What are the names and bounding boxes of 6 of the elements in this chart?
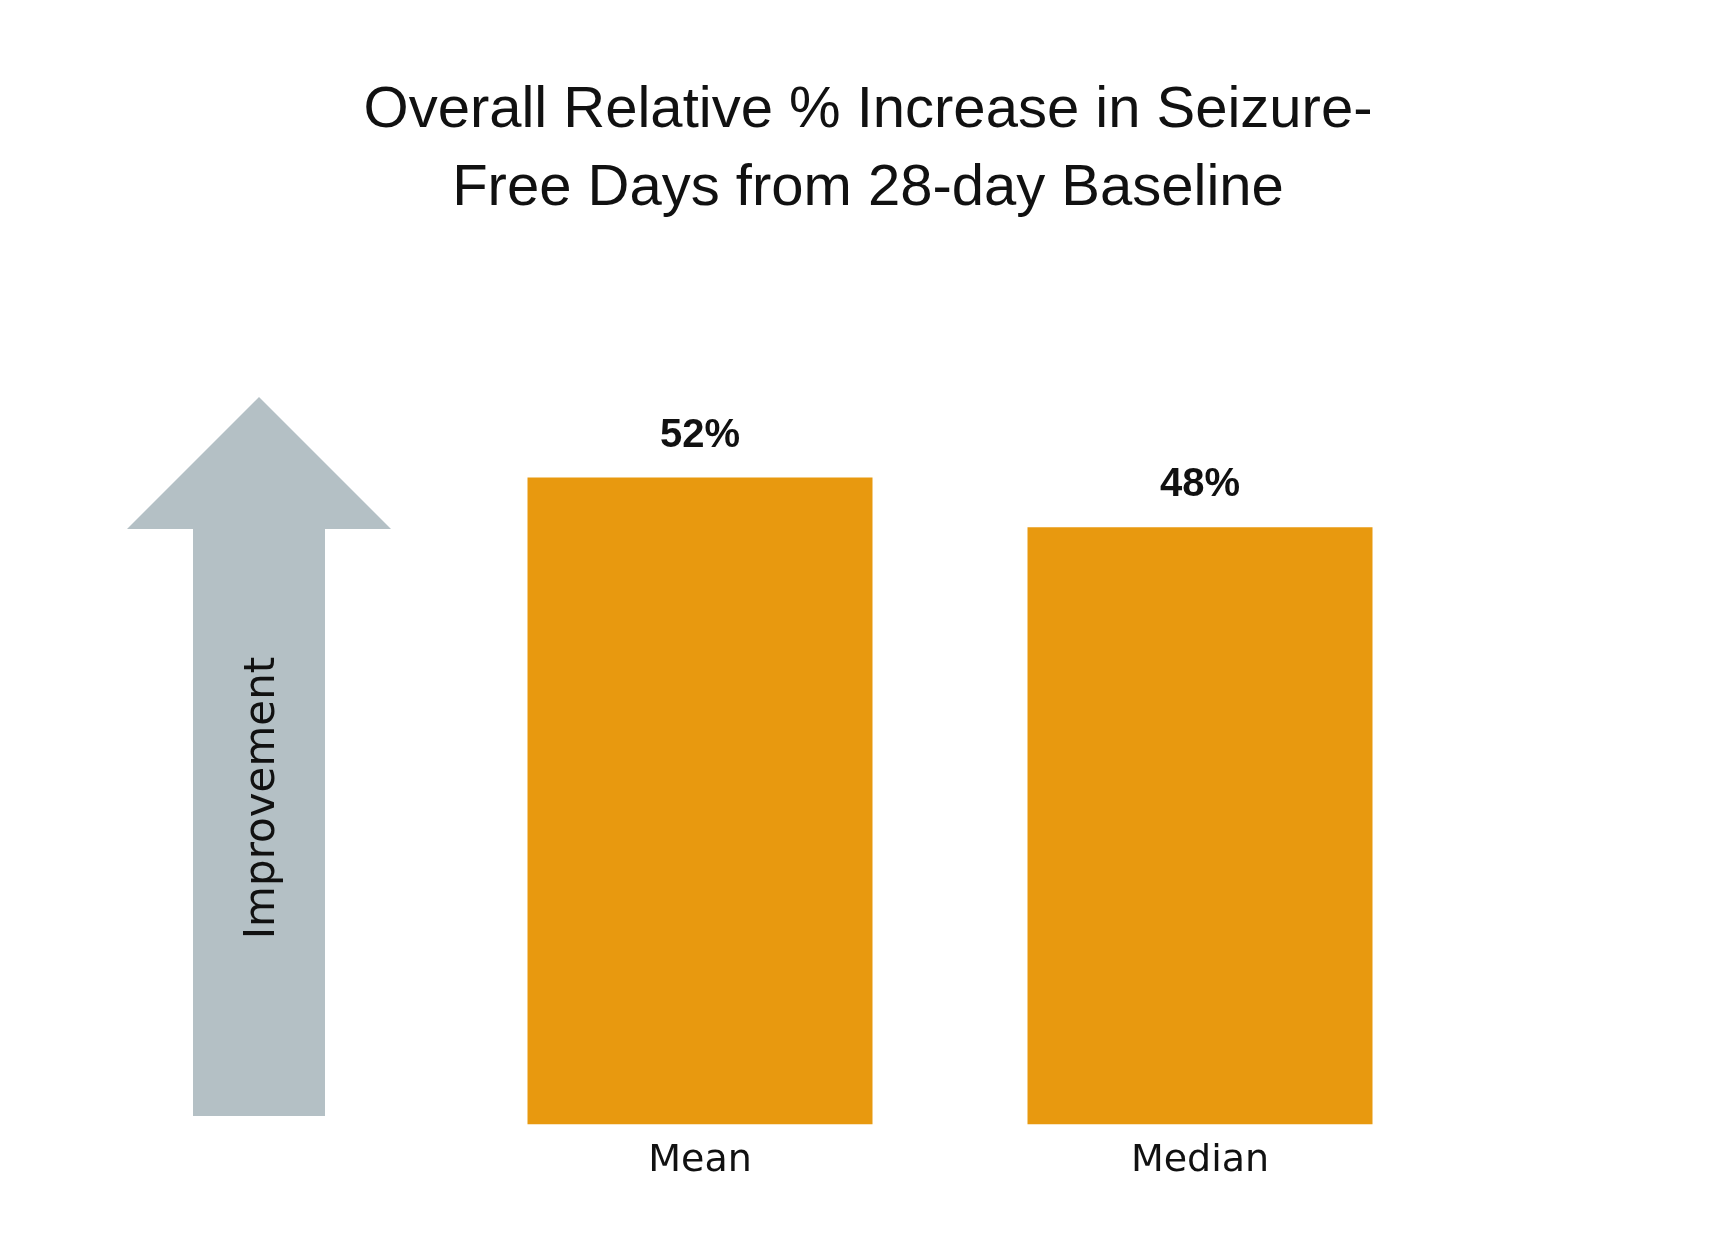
chart-title: Overall Relative % Increase in Seizure-Free Days from 28-day Baseline [362, 73, 1374, 220]
data-label: 52% [659, 410, 741, 455]
data-label: 48% [1159, 460, 1241, 505]
x-tick-label: Mean [648, 1136, 752, 1181]
x-tick-label: Median [1130, 1136, 1270, 1181]
text: Improvement [234, 656, 284, 940]
